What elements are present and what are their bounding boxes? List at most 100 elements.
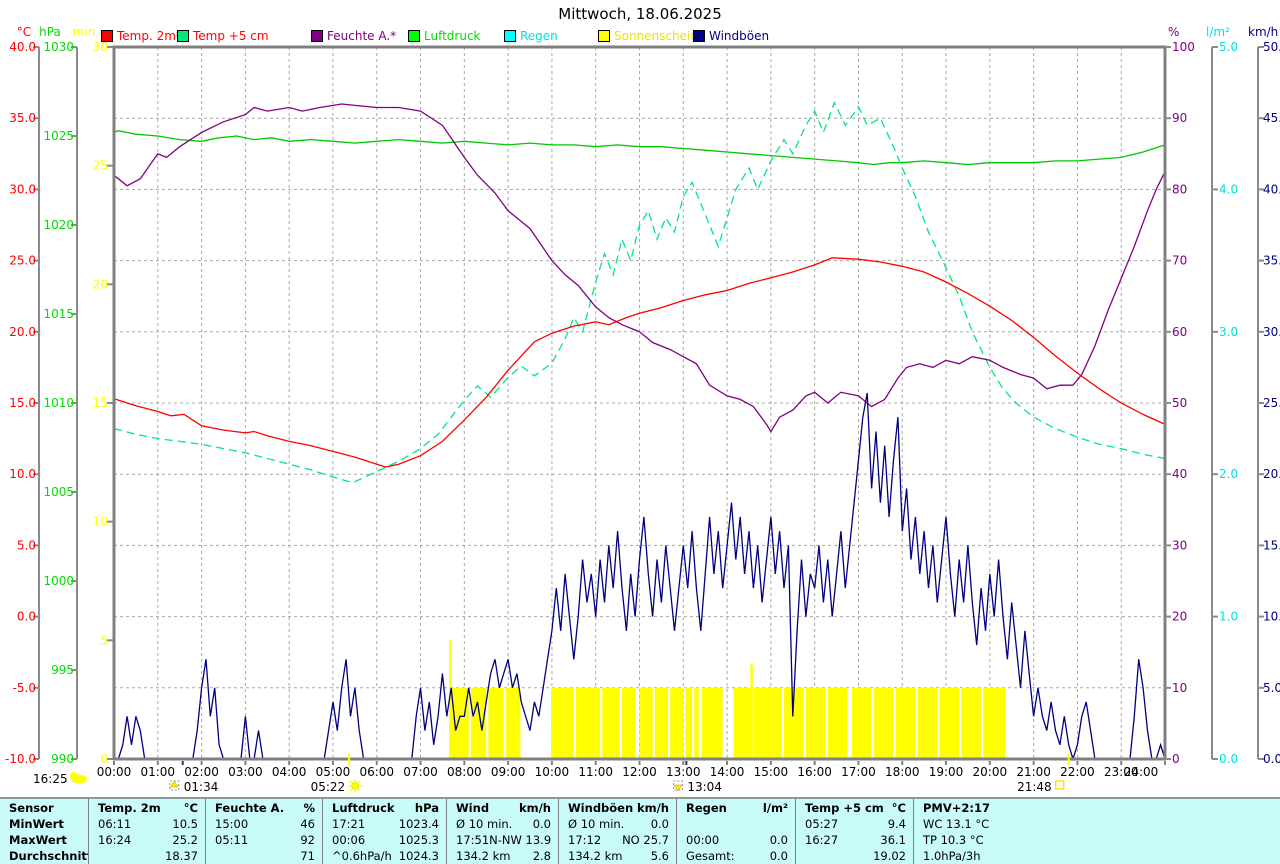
axis-unit-c: °C <box>17 25 31 39</box>
cell-time: 05:11 <box>215 833 249 847</box>
legend-label: Luftdruck <box>424 29 481 43</box>
svg-text:2.0: 2.0 <box>1219 467 1238 481</box>
table-row: 05:11 92 <box>206 832 322 848</box>
svg-text:0.0: 0.0 <box>17 610 36 624</box>
table-row: 16:27 36.1 <box>796 832 913 848</box>
svg-text:40.0: 40.0 <box>9 40 36 54</box>
cell-time: Ø 10 min. <box>568 817 625 831</box>
svg-text:1020: 1020 <box>43 218 74 232</box>
cell-value: 1024.3 <box>398 849 439 863</box>
column-unit: hPa <box>414 801 439 815</box>
cell-time: 15:00 <box>215 817 249 831</box>
svg-text:995: 995 <box>51 663 74 677</box>
svg-text:35.0: 35.0 <box>9 111 36 125</box>
cell-time: 00:00 <box>686 833 720 847</box>
svg-text:15.0: 15.0 <box>9 396 36 410</box>
cell-value: 0.0 <box>650 817 669 831</box>
column-header: PMV+2:17 <box>914 800 1280 816</box>
svg-text:80: 80 <box>1172 182 1187 196</box>
cell-time: 134.2 km <box>456 849 511 863</box>
column-header: Luftdruck hPa <box>323 800 446 816</box>
svg-text:24:00: 24:00 <box>1124 765 1159 779</box>
cell-value: 0.0 <box>769 833 788 847</box>
legend-label: Temp. 2m* <box>117 29 182 43</box>
legend-swatch <box>311 30 323 42</box>
column-header: Temp. 2m °C <box>89 800 205 816</box>
row-label: Sensor <box>9 801 54 815</box>
svg-text:02:00: 02:00 <box>184 765 219 779</box>
svg-text:90: 90 <box>1172 111 1187 125</box>
column-name: Regen <box>686 801 727 815</box>
x-axis: 00:00 01:00 02:00 03:00 04:00 05:00 06:00 07:00… <box>97 761 1166 779</box>
cell-time: ^0.6hPa/h <box>332 849 392 863</box>
cell-value: 36.1 <box>880 833 906 847</box>
table-row: 71 <box>206 848 322 864</box>
summary-col-temp-2m: Temp. 2m °C 06:11 10.5 16:24 25.2 18.37 <box>88 799 205 864</box>
legend-label: Windböen <box>709 29 770 43</box>
svg-text:3.0: 3.0 <box>1219 325 1238 339</box>
legend-swatch <box>177 30 189 42</box>
svg-text:10.0: 10.0 <box>9 467 36 481</box>
cell-value: 46 <box>300 817 315 831</box>
table-row: TP 10.3 °C <box>914 832 1280 848</box>
column-unit: km/h <box>518 801 551 815</box>
svg-text:13:00: 13:00 <box>666 765 701 779</box>
svg-text:1005: 1005 <box>43 485 74 499</box>
svg-text:21:00: 21:00 <box>1016 765 1051 779</box>
table-row: 17:51 N-NW 13.9 <box>447 832 558 848</box>
cell-time: 1.0hPa/3h <box>923 849 981 863</box>
svg-text:22:00: 22:00 <box>1060 765 1095 779</box>
chart-plot-area[interactable]: 40.0 35.0 30.0 25.0 20.0 15.0 10.0 5.0 0.0 -5.0 -1… <box>0 0 1280 797</box>
table-row: Ø 10 min. 0.0 <box>447 816 558 832</box>
svg-text:20.0: 20.0 <box>1263 467 1280 481</box>
table-row: 134.2 km 2.8 <box>447 848 558 864</box>
cell-value: 71 <box>300 849 315 863</box>
svg-text:40.0: 40.0 <box>1263 182 1280 196</box>
column-unit: % <box>303 801 315 815</box>
svg-text:15:00: 15:00 <box>754 765 789 779</box>
series-temp-5-cm <box>113 100 1166 484</box>
cell-value: 1023.4 <box>398 817 439 831</box>
svg-text:45.0: 45.0 <box>1263 111 1280 125</box>
legend-item-temp-5-cm: Temp +5 cm <box>177 29 269 43</box>
svg-text:20: 20 <box>93 277 108 291</box>
column-header: Feuchte A.% <box>206 800 322 816</box>
svg-text:5.0: 5.0 <box>1219 40 1238 54</box>
svg-text:17:00: 17:00 <box>841 765 876 779</box>
table-row: WC 13.1 °C <box>914 816 1280 832</box>
summary-table: Sensor MinWert MaxWert Durchschnitt Temp. 2m… <box>0 797 1280 864</box>
table-row: 17:21 1023.4 <box>323 816 446 832</box>
legend-item-sonnenschein: Sonnenschein <box>598 29 698 43</box>
svg-text:1010: 1010 <box>43 396 74 410</box>
svg-text:25.0: 25.0 <box>1263 396 1280 410</box>
gridlines <box>114 47 1165 759</box>
svg-text:16:25: 16:25 <box>33 772 68 786</box>
svg-text:11:00: 11:00 <box>578 765 613 779</box>
legend-swatch <box>101 30 113 42</box>
svg-text:10: 10 <box>93 515 108 529</box>
legend-item-feuchte-a: Feuchte A.* <box>311 29 396 43</box>
column-header: Windböen km/h <box>559 800 676 816</box>
svg-text:30.0: 30.0 <box>9 182 36 196</box>
cell-value: 9.4 <box>887 817 906 831</box>
cell-value: 5.6 <box>650 849 669 863</box>
svg-text:05:00: 05:00 <box>316 765 351 779</box>
svg-text:30.0: 30.0 <box>1263 325 1280 339</box>
table-row: Ø 10 min. 0.0 <box>559 816 676 832</box>
table-row: 00:06 1025.3 <box>323 832 446 848</box>
cell-time: 17:12 <box>568 833 602 847</box>
series-luftdruck <box>113 130 1166 166</box>
column-name: PMV+2:17 <box>923 801 991 815</box>
svg-text:21:48: 21:48 <box>1017 780 1052 794</box>
summary-col-wind: Wind km/h Ø 10 min. 0.0 17:51 N-NW 13.9 134.2 … <box>446 799 558 864</box>
svg-text:07:00: 07:00 <box>403 765 438 779</box>
svg-text:1015: 1015 <box>43 307 74 321</box>
column-unit: °C <box>891 801 906 815</box>
column-name: Wind <box>456 801 490 815</box>
cell-time: Gesamt: <box>686 849 735 863</box>
table-row: 19.02 <box>796 848 913 864</box>
cell-time: Ø 10 min. <box>456 817 513 831</box>
svg-text:04:00: 04:00 <box>272 765 307 779</box>
legend-swatch <box>408 30 420 42</box>
